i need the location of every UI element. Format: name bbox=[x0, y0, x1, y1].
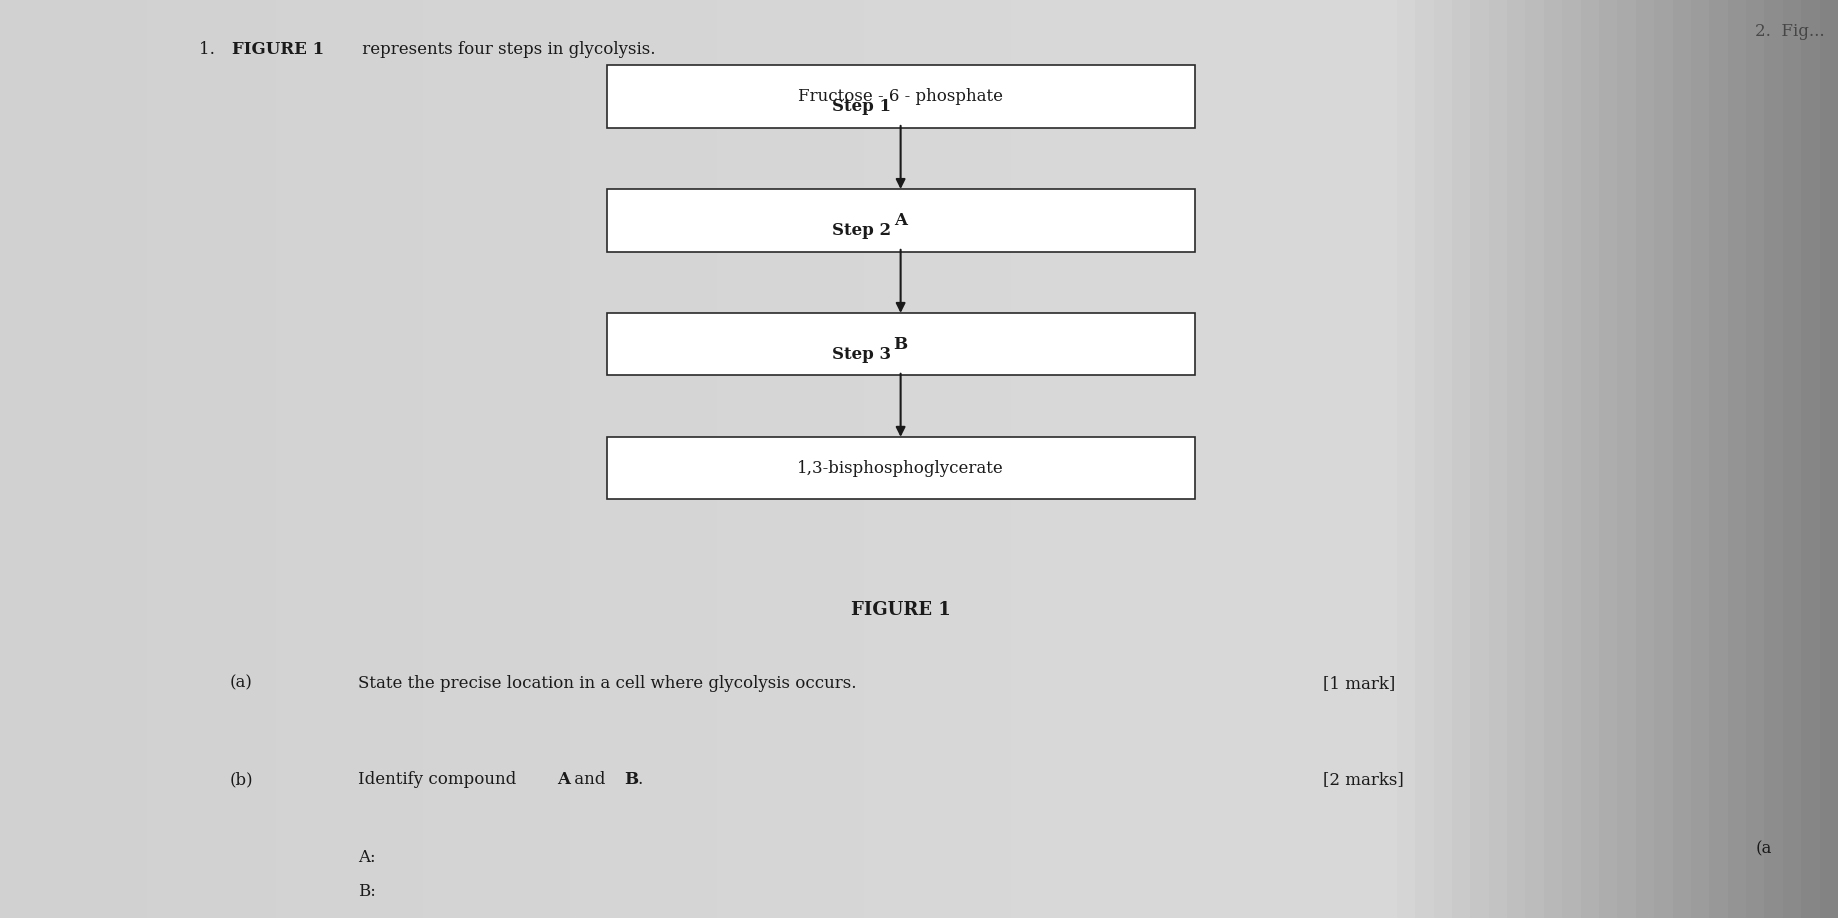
Text: A:: A: bbox=[358, 849, 377, 867]
Bar bbox=[607, 437, 1195, 499]
Text: represents four steps in glycolysis.: represents four steps in glycolysis. bbox=[357, 41, 654, 59]
Text: B:: B: bbox=[358, 883, 377, 901]
Text: B: B bbox=[625, 771, 638, 789]
Text: 1.: 1. bbox=[199, 41, 224, 59]
Text: 2.  Fig...: 2. Fig... bbox=[1755, 23, 1825, 40]
Bar bbox=[607, 313, 1195, 375]
Text: Step 1: Step 1 bbox=[833, 98, 891, 115]
Text: FIGURE 1: FIGURE 1 bbox=[232, 41, 323, 59]
Text: 1,3-bisphosphoglycerate: 1,3-bisphosphoglycerate bbox=[798, 460, 1004, 476]
Text: (a): (a) bbox=[230, 675, 252, 692]
Text: Identify compound: Identify compound bbox=[358, 771, 522, 789]
Bar bbox=[607, 65, 1195, 128]
Text: [2 marks]: [2 marks] bbox=[1323, 771, 1404, 789]
Text: and: and bbox=[570, 771, 610, 789]
Bar bbox=[607, 189, 1195, 252]
Text: (b): (b) bbox=[230, 771, 254, 789]
Text: (a: (a bbox=[1755, 840, 1772, 857]
Text: Step 3: Step 3 bbox=[833, 346, 891, 363]
Text: Fructose - 6 - phosphate: Fructose - 6 - phosphate bbox=[798, 88, 1004, 105]
Text: State the precise location in a cell where glycolysis occurs.: State the precise location in a cell whe… bbox=[358, 675, 857, 692]
Text: FIGURE 1: FIGURE 1 bbox=[851, 601, 950, 620]
Text: A: A bbox=[893, 212, 908, 229]
Text: A: A bbox=[557, 771, 570, 789]
Text: .: . bbox=[638, 771, 641, 789]
Text: B: B bbox=[893, 336, 908, 353]
Text: [1 mark]: [1 mark] bbox=[1323, 675, 1395, 692]
Text: Step 2: Step 2 bbox=[833, 222, 891, 239]
